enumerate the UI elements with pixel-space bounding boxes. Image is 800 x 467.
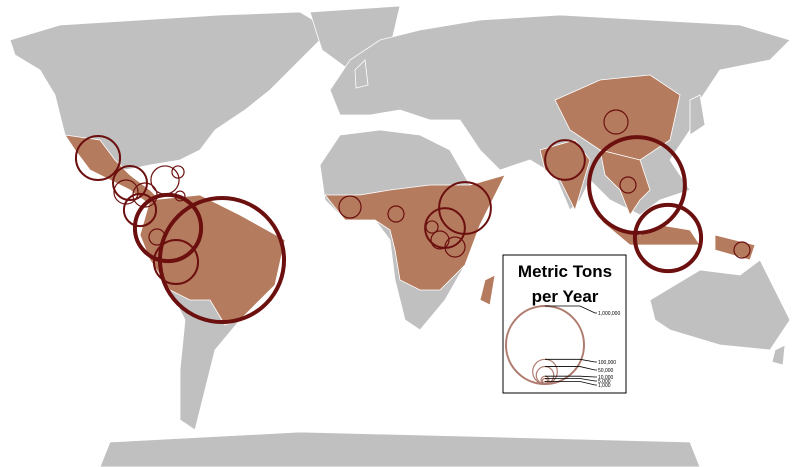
production-circle bbox=[733, 241, 751, 259]
legend-label: 1,000 bbox=[598, 383, 611, 389]
legend-leader bbox=[545, 381, 597, 386]
legend-label: 10,000 bbox=[598, 375, 614, 381]
legend-title: per Year bbox=[532, 287, 599, 306]
production-circle bbox=[338, 195, 362, 219]
legend-title: Metric Tons bbox=[518, 262, 612, 281]
production-circle bbox=[603, 109, 629, 135]
legend-label: 1,000,000 bbox=[598, 311, 620, 317]
production-circle bbox=[174, 190, 186, 202]
production-circle bbox=[544, 139, 586, 181]
production-circle bbox=[387, 205, 405, 223]
production-circle bbox=[619, 176, 637, 194]
production-circle bbox=[632, 202, 704, 274]
legend-label: 100,000 bbox=[598, 360, 616, 366]
production-circle bbox=[152, 238, 200, 286]
legend-leader bbox=[545, 378, 597, 382]
legend-label: 5,000 bbox=[598, 379, 611, 385]
production-circle bbox=[132, 192, 204, 264]
legend-leader bbox=[545, 366, 597, 371]
legend-leader bbox=[545, 305, 597, 314]
legend-box bbox=[502, 254, 627, 394]
legend-leader bbox=[545, 358, 597, 363]
production-circle bbox=[148, 228, 166, 246]
legend-label: 50,000 bbox=[598, 368, 614, 374]
production-circle bbox=[122, 192, 158, 228]
legend-leader bbox=[545, 375, 597, 378]
production-circle bbox=[150, 165, 180, 195]
production-circle bbox=[430, 230, 450, 250]
symbols bbox=[74, 109, 751, 325]
production-circle bbox=[444, 236, 466, 258]
production-circle bbox=[74, 134, 122, 182]
legend: Metric Tons per Year 1,000,000 100,000 50,… bbox=[502, 254, 627, 394]
production-circle bbox=[425, 220, 439, 234]
production-circle bbox=[171, 165, 185, 179]
